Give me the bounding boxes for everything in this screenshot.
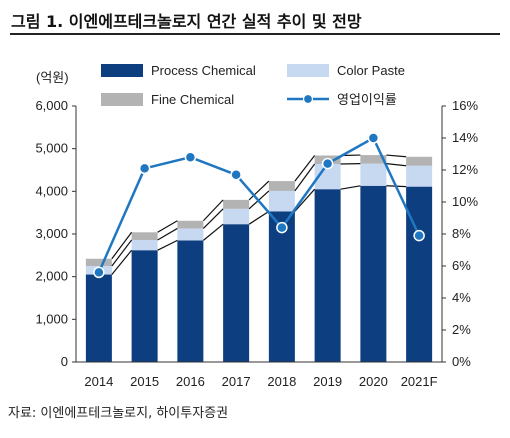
bar-segment-process-chemical	[268, 211, 295, 362]
y-tick-label-right: 16%	[452, 98, 478, 113]
series-connector-line	[248, 210, 270, 225]
operating-margin-point	[93, 266, 105, 279]
bar-segment-color-paste	[406, 165, 433, 187]
y-tick-label-left: 4,000	[35, 183, 68, 198]
bar-segment-fine-chemical	[131, 232, 158, 240]
y-tick-label-left: 5,000	[35, 141, 68, 156]
figure-title: 그림 1. 이엔에프테크놀로지 연간 실적 추이 및 전망	[11, 12, 362, 31]
y-tick-label-right: 6%	[452, 258, 471, 273]
series-connector-line	[157, 227, 178, 241]
axes: 0 1,000 2,000 3,000 4,000 5,000 6,000 0% 2% 4% 6% 8…	[35, 98, 478, 389]
legend-label: 영업이익률	[337, 92, 397, 107]
bar-segment-color-paste	[268, 190, 295, 212]
y-tick-label-right: 12%	[452, 162, 478, 177]
legend-swatch	[101, 93, 143, 106]
series-connector-line	[202, 223, 224, 241]
bar-segment-process-chemical	[360, 185, 387, 362]
x-tick-label: 2016	[176, 374, 205, 389]
bar-segment-color-paste	[131, 239, 158, 251]
y-tick-label-right: 14%	[452, 130, 478, 145]
bar-segment-process-chemical	[131, 250, 158, 362]
series-connector-line	[111, 231, 133, 260]
bar-segment-color-paste	[177, 228, 204, 241]
y-axis-unit: (억원)	[36, 70, 69, 85]
operating-margin-point	[184, 151, 197, 163]
bar-segment-fine-chemical	[85, 258, 112, 266]
operating-margin-point	[367, 132, 380, 144]
legend-label: Fine Chemical	[151, 92, 234, 107]
y-tick-label-left: 6,000	[35, 98, 68, 113]
bar-segment-color-paste	[223, 208, 250, 225]
x-tick-label: 2021F	[401, 374, 438, 389]
operating-margin-point	[230, 169, 242, 181]
series-connector-line	[157, 239, 178, 251]
legend-swatch-marker	[302, 93, 314, 105]
legend-label: Process Chemical	[151, 63, 256, 78]
x-tick-label: 2020	[359, 374, 388, 389]
series-connector-line	[157, 220, 178, 233]
series-connector-line	[340, 185, 361, 190]
legend-swatch	[101, 64, 143, 77]
title-divider	[10, 33, 500, 35]
y-tick-label-left: 3,000	[35, 226, 68, 241]
y-tick-label-left: 1,000	[35, 311, 68, 326]
operating-margin-point	[321, 157, 334, 170]
bars	[85, 155, 433, 362]
y-tick-label-left: 2,000	[35, 269, 68, 284]
y-tick-label-left: 0	[61, 354, 68, 369]
series-connector-line	[386, 163, 407, 167]
bar-segment-fine-chemical	[177, 220, 204, 229]
series-connector-line	[111, 249, 133, 275]
series-connector-line	[294, 163, 316, 192]
x-tick-label: 2015	[130, 374, 159, 389]
operating-margin-line	[97, 136, 421, 273]
series-connector-line	[202, 199, 224, 222]
bar-segment-process-chemical	[406, 186, 433, 362]
bar-segment-fine-chemical	[406, 156, 433, 166]
series-connector-line	[202, 208, 224, 229]
source-note: 자료: 이엔에프테크놀로지, 하이투자증권	[8, 406, 229, 421]
series-connector-line	[111, 239, 133, 267]
operating-margin-point	[413, 229, 425, 242]
series-connector-line	[294, 155, 316, 182]
chart: (억원) Process Chemical Color Paste Fine Che…	[35, 63, 478, 389]
operating-margin-point	[276, 221, 288, 234]
series-connector-line	[386, 154, 407, 158]
x-tick-label: 2019	[313, 374, 342, 389]
y-tick-label-right: 10%	[452, 194, 478, 209]
series-connector-line	[248, 180, 270, 201]
legend-swatch	[287, 64, 329, 77]
bar-segment-fine-chemical	[223, 199, 250, 209]
margin-line	[93, 132, 425, 279]
legend-label: Color Paste	[337, 63, 405, 78]
bar-segment-process-chemical	[85, 274, 112, 362]
x-tick-label: 2014	[84, 374, 113, 389]
bar-segment-fine-chemical	[360, 155, 387, 164]
bar-segment-process-chemical	[177, 240, 204, 362]
y-tick-label-right: 4%	[452, 290, 471, 305]
x-tick-label: 2018	[267, 374, 296, 389]
bar-segment-fine-chemical	[268, 181, 295, 191]
legend: Process Chemical Color Paste Fine Chemical…	[101, 63, 405, 107]
operating-margin-point	[138, 162, 151, 175]
y-tick-label-right: 8%	[452, 226, 471, 241]
y-tick-label-right: 0%	[452, 354, 471, 369]
y-tick-label-right: 2%	[452, 322, 471, 337]
bar-segment-color-paste	[360, 163, 387, 186]
bar-segment-process-chemical	[314, 189, 341, 362]
x-tick-label: 2017	[222, 374, 251, 389]
bar-segment-process-chemical	[223, 224, 250, 362]
series-connector-line	[294, 188, 316, 212]
